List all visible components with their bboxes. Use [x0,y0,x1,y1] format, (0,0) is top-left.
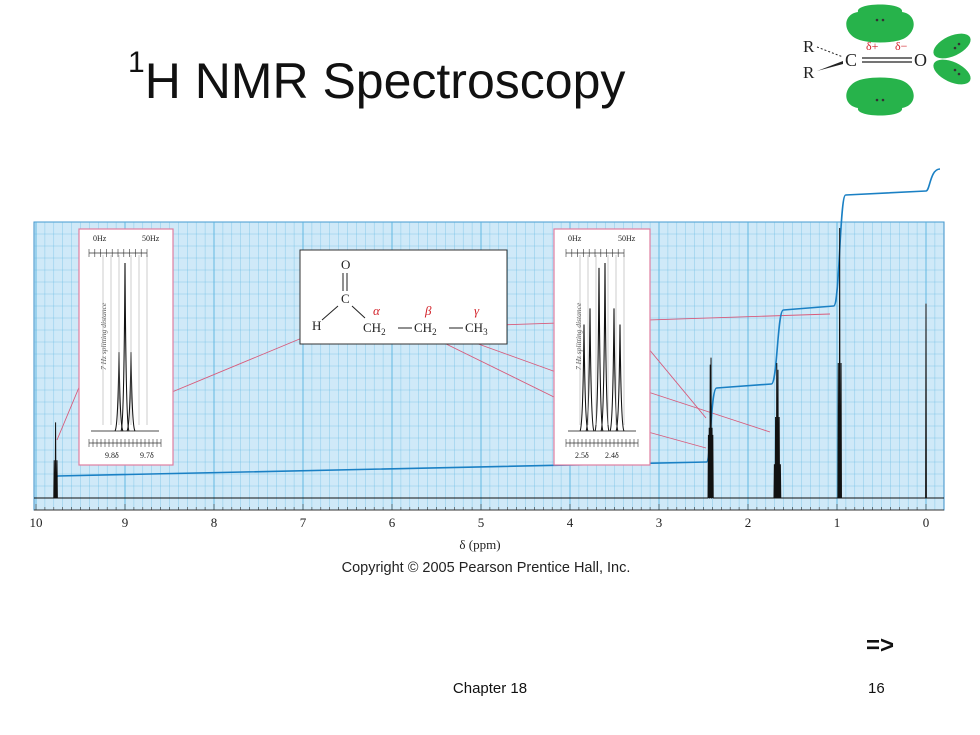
inset2-ppm-2: 2.4δ [605,451,619,460]
x-tick-label: 1 [834,515,841,530]
x-tick-label: 6 [389,515,396,530]
group-ch2-beta: CH2 [414,320,437,337]
group-ch2-alpha: CH2 [363,320,386,337]
inset2-side-label: 7 Hz splitting distance [574,302,583,370]
x-tick-label: 3 [656,515,663,530]
inset1-side-label: 7 Hz splitting distance [99,302,108,370]
label-alpha: α [373,303,381,318]
inset-peak [594,267,604,432]
logo-delta-minus: δ− [895,39,908,53]
inset-peak [585,308,595,432]
title-superscript: 1 [128,46,145,79]
page-number: 16 [868,680,885,697]
inset-peak [615,324,625,432]
atom-oxygen: O [341,257,350,272]
logo-delta-plus: δ+ [866,39,879,53]
inset2-ppm-1: 2.5δ [575,451,589,460]
upper-lobe [846,4,914,43]
right-lobe-bottom [933,59,971,85]
connector-lines [56,313,831,449]
inset-peak [600,262,610,432]
right-lobe-top [933,33,971,59]
lower-lobe [846,77,914,116]
inset1-ppm-2: 9.7δ [140,451,154,460]
label-beta: β [424,303,432,318]
logo-carbon: C [845,50,857,70]
footer-chapter: Chapter 18 [452,680,528,697]
x-tick-label: 7 [300,515,307,530]
inset-alpha-ch2: 0Hz 50Hz 2.5δ 2.4δ 7 Hz splitting distan… [553,228,651,466]
orbital-lobes [846,4,971,116]
logo-oxygen: O [914,50,927,70]
x-tick-label: 10 [30,515,43,530]
carbonyl-polarity-logo: R R C δ+ δ− O [803,4,971,116]
inset-peak [609,308,619,432]
x-axis-label: δ (ppm) [459,537,500,552]
inset1-peaks [88,249,162,447]
x-tick-label: 5 [478,515,485,530]
logo-r1: R [803,37,815,56]
next-slide-arrow[interactable]: => [866,632,895,659]
x-tick-label: 9 [122,515,129,530]
slide-title: 1H NMR Spectroscopy [128,48,626,110]
inset-peak [120,262,130,432]
molecule-box: O C H α β γ CH2 CH2 CH3 [299,249,508,345]
x-tick-label: 4 [567,515,574,530]
inset-aldehyde-triplet: 0Hz 50Hz 9.8δ 9.7δ 7 Hz splitting distan… [78,228,174,466]
logo-r2: R [803,63,815,82]
copyright-notice: Copyright © 2005 Pearson Prentice Hall, … [341,560,631,576]
inset1-ppm-1: 9.8δ [105,451,119,460]
inset-peak [579,324,589,432]
x-tick-label: 2 [745,515,752,530]
inset2-hz-50: 50Hz [618,234,636,243]
x-tick-label: 8 [211,515,218,530]
label-gamma: γ [474,303,480,318]
atom-carbon: C [341,291,350,306]
spectrum-trace [34,227,944,499]
atom-hydrogen: H [312,318,321,333]
inset1-hz-50: 50Hz [142,234,160,243]
inset1-hz-0: 0Hz [93,234,107,243]
title-text: H NMR Spectroscopy [144,53,626,109]
inset2-hz-0: 0Hz [568,234,582,243]
x-tick-label: 0 [923,515,930,530]
inset2-peaks [565,249,639,447]
nmr-spectrum: 10 9 8 7 6 5 4 3 2 1 0 δ (ppm) O C H α β γ CH2 CH2… [30,168,945,552]
group-ch3-gamma: CH3 [465,320,488,337]
x-axis: 10 9 8 7 6 5 4 3 2 1 0 [30,504,944,530]
